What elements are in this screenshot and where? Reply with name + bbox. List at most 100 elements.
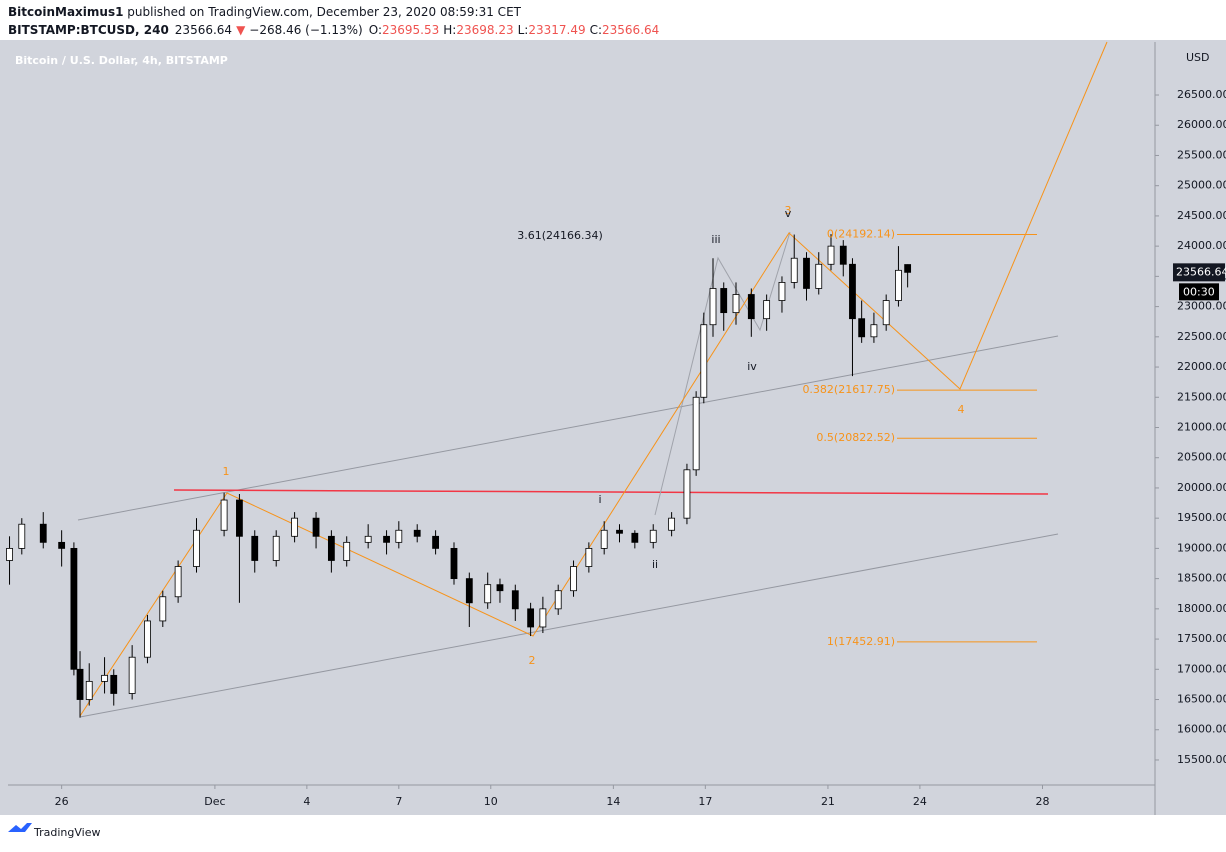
candle-body	[570, 566, 577, 592]
x-tick-label: 7	[395, 795, 402, 808]
annotation: iv	[747, 360, 757, 373]
candle-body	[732, 294, 740, 314]
published: published on TradingView.com, December 2…	[123, 5, 521, 19]
annotation: ii	[652, 558, 658, 571]
y-tick-label: 18000.00	[1177, 602, 1226, 615]
candle-body	[144, 620, 151, 658]
y-axis-label: USD	[1186, 51, 1210, 64]
candle-body	[383, 535, 390, 543]
candle-body	[174, 566, 182, 598]
candle-body	[778, 282, 786, 301]
candle-body	[18, 523, 26, 549]
y-tick-label: 24500.00	[1177, 209, 1226, 222]
candle-body	[554, 590, 562, 610]
x-tick-label: 10	[484, 795, 498, 808]
y-tick-label: 17500.00	[1177, 632, 1226, 645]
y-tick-label: 16500.00	[1177, 693, 1226, 706]
candle-body	[882, 300, 890, 326]
candle-body	[327, 535, 335, 561]
annotation: 3.61(24166.34)	[517, 229, 603, 242]
x-tick-label: 14	[606, 795, 620, 808]
annotation: 2	[529, 654, 536, 667]
subwave-path	[654, 231, 791, 516]
candle-body	[413, 529, 421, 537]
c-label: C:	[590, 23, 602, 37]
candle-body	[720, 288, 728, 314]
candle-body	[159, 596, 167, 622]
y-tick-label: 25500.00	[1177, 148, 1226, 161]
y-tick-label: 16000.00	[1177, 723, 1226, 736]
candle-body	[790, 257, 798, 283]
candle-body	[236, 499, 243, 537]
drawings	[77, 41, 1108, 718]
candle-body	[496, 584, 504, 592]
h: 23698.23	[456, 23, 513, 37]
channel-lower	[79, 533, 1059, 718]
countdown-box	[1179, 283, 1219, 301]
brand: TradingView	[33, 826, 100, 839]
fib-label: 0.382(21617.75)	[802, 383, 895, 396]
y-tick-label: 17000.00	[1177, 662, 1226, 675]
y-tick-label: 21500.00	[1177, 390, 1226, 403]
countdown: 00:30	[1183, 285, 1215, 298]
candle-body	[600, 529, 608, 549]
candle-body	[683, 469, 691, 519]
chart-background	[0, 40, 1226, 815]
o-label: O:	[369, 23, 382, 37]
candle-body	[815, 263, 823, 289]
candle-body	[364, 535, 372, 543]
c: 23566.64	[602, 23, 659, 37]
candle-body	[312, 517, 320, 537]
resistance-line	[173, 489, 1049, 495]
fib-label: 0.5(20822.52)	[816, 431, 895, 444]
candle-body	[272, 535, 280, 561]
y-tick-label: 26000.00	[1177, 118, 1226, 131]
candle-body	[128, 656, 136, 694]
annotation: 4	[958, 403, 965, 416]
y-tick-label: 19500.00	[1177, 511, 1226, 524]
annotation: v	[785, 207, 792, 220]
last-price-box	[1173, 263, 1225, 282]
fib-label: 1(17452.91)	[827, 635, 895, 648]
candle-body	[747, 294, 755, 320]
candle-body	[849, 263, 856, 320]
x-tick-label: Dec	[204, 795, 225, 808]
candle-body	[58, 541, 66, 549]
symbol: BITSTAMP:BTCUSD, 240	[8, 23, 169, 37]
arrow: ▼	[236, 23, 246, 37]
x-tick-label: 21	[821, 795, 835, 808]
y-tick-label: 18500.00	[1177, 572, 1226, 585]
y-tick-label: 23000.00	[1177, 300, 1226, 313]
author: BitcoinMaximus1	[8, 5, 123, 19]
y-tick-label: 24000.00	[1177, 239, 1226, 252]
o: 23695.53	[382, 23, 439, 37]
y-tick-label: 20000.00	[1177, 481, 1226, 494]
candle-body	[465, 578, 473, 604]
candle-body	[585, 547, 593, 567]
candle-body	[6, 547, 13, 561]
candle-body	[101, 674, 108, 682]
wave-path	[79, 41, 1108, 717]
candle-body	[616, 529, 623, 534]
y-tick-label: 15500.00	[1177, 753, 1226, 766]
y-tick-label: 20500.00	[1177, 451, 1226, 464]
chart-title: Bitcoin / U.S. Dollar, 4h, BITSTAMP	[15, 54, 228, 67]
candle-body	[193, 529, 200, 567]
x-tick-label: 17	[698, 795, 712, 808]
y-tick-label: 25000.00	[1177, 179, 1226, 192]
candle-body	[692, 396, 700, 471]
candle-body	[484, 584, 492, 604]
candle-body	[343, 541, 351, 561]
candle-body	[291, 517, 298, 537]
y-tick-label: 22000.00	[1177, 360, 1226, 373]
annotation: 1	[223, 465, 230, 478]
candle-body	[450, 547, 458, 580]
l: 23317.49	[528, 23, 585, 37]
candle-body	[709, 288, 717, 326]
candle-body	[539, 608, 547, 628]
candle-body	[432, 535, 439, 549]
candle-body	[395, 529, 403, 543]
candle-body	[70, 547, 78, 670]
l-label: L:	[518, 23, 529, 37]
candle-body	[511, 590, 519, 610]
